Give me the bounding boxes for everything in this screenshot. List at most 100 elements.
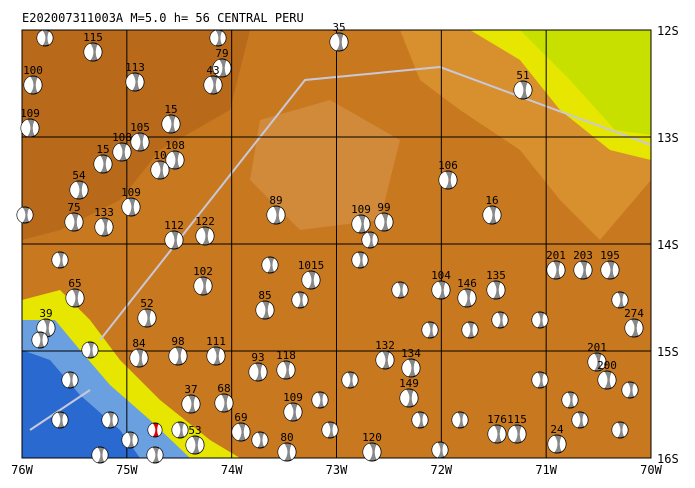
beachball-quadrant [572, 412, 581, 428]
beachball-quadrant [525, 82, 532, 98]
beachball-quadrant [205, 278, 212, 294]
beachball-quadrant [625, 319, 635, 337]
beachball [351, 214, 371, 234]
beachball-quadrant [81, 182, 88, 198]
beachball-quadrant [82, 342, 91, 358]
beachball-quadrant [42, 333, 48, 347]
beachball-quadrant [432, 281, 442, 299]
beachball [164, 230, 184, 250]
event-depth-label: 109 [351, 203, 371, 216]
beachball-quadrant [197, 437, 204, 453]
beachball-quadrant [622, 382, 631, 398]
beachball-quadrant [148, 423, 156, 437]
beachball [374, 212, 394, 232]
beachball-quadrant [352, 215, 362, 233]
beachball-quadrant [341, 34, 348, 50]
beachball [65, 288, 85, 308]
event-depth-label: 98 [171, 335, 184, 348]
x-tick-label: 73W [326, 463, 348, 477]
beachball-quadrant [483, 206, 493, 224]
beachball-quadrant [494, 207, 501, 223]
beachball [362, 442, 382, 462]
beachball-quadrant [632, 383, 638, 397]
beachball-quadrant [572, 393, 578, 407]
beachball [611, 421, 629, 439]
beachball [168, 346, 188, 366]
beachball-quadrant [65, 213, 75, 231]
beachball-quadrant [62, 372, 71, 388]
beachball-quadrant [588, 353, 598, 371]
beachball-quadrant [182, 395, 192, 413]
beachball-quadrant [413, 360, 420, 376]
beachball-quadrant [622, 293, 628, 307]
beachball-quadrant [112, 413, 118, 427]
beachball-quadrant [95, 218, 105, 236]
beachball [561, 391, 579, 409]
beachball [165, 150, 185, 170]
beachball-quadrant [151, 161, 161, 179]
beachball [61, 371, 79, 389]
beachball [491, 311, 509, 329]
beachball [311, 391, 329, 409]
beachball-quadrant [249, 363, 259, 381]
beachball [329, 32, 349, 52]
beachball-quadrant [400, 389, 410, 407]
beachball-quadrant [196, 227, 206, 245]
beachball-quadrant [585, 262, 592, 278]
beachball-quadrant [612, 422, 621, 438]
beachball-quadrant [166, 151, 176, 169]
beachball-quadrant [77, 290, 84, 306]
event-depth-label: 108 [112, 131, 132, 144]
beachball [513, 80, 533, 100]
y-tick-label: 14S [657, 238, 679, 252]
beachball-quadrant [133, 199, 140, 215]
event-depth-label: 115 [83, 31, 103, 44]
beachball-quadrant [126, 73, 136, 91]
beachball-quadrant [352, 252, 361, 268]
beachball [361, 231, 379, 249]
beachball [121, 431, 139, 449]
beachball [51, 411, 69, 429]
event-depth-label: 15 [96, 143, 109, 156]
beachball-quadrant [37, 30, 46, 46]
beachball [421, 321, 439, 339]
beachball-quadrant [547, 261, 557, 279]
event-depth-label: 135 [486, 269, 506, 282]
beachball-quadrant [374, 444, 381, 460]
event-depth-label: 52 [140, 297, 153, 310]
beachball [171, 421, 189, 439]
beachball [482, 205, 502, 225]
event-depth-label: 113 [125, 61, 145, 74]
beachball-quadrant [452, 412, 461, 428]
beachball [81, 341, 99, 359]
beachball [411, 411, 429, 429]
beachball-quadrant [402, 359, 412, 377]
event-depth-label: 37 [184, 383, 197, 396]
beachball-quadrant [94, 155, 104, 173]
beachball-quadrant [213, 59, 223, 77]
beachball [112, 142, 132, 162]
beachball-quadrant [220, 31, 226, 45]
beachball [546, 260, 566, 280]
beachball-quadrant [138, 309, 148, 327]
beachball-quadrant [508, 425, 518, 443]
event-depth-label: 146 [457, 277, 477, 290]
beachball-quadrant [218, 348, 225, 364]
event-depth-label: 109 [20, 107, 40, 120]
beachball-quadrant [292, 292, 301, 308]
beachball-quadrant [35, 77, 42, 93]
beachball [486, 280, 506, 300]
beachball [209, 29, 227, 47]
beachball-quadrant [32, 332, 41, 348]
beachball-quadrant [102, 412, 111, 428]
beachball-quadrant [172, 422, 181, 438]
beachball-quadrant [76, 214, 83, 230]
beachball-quadrant [130, 349, 140, 367]
event-depth-label: 133 [94, 206, 114, 219]
beachball-quadrant [278, 207, 285, 223]
beachball [487, 424, 507, 444]
beachball-quadrant [32, 120, 39, 136]
beachball [341, 371, 359, 389]
beachball [93, 154, 113, 174]
